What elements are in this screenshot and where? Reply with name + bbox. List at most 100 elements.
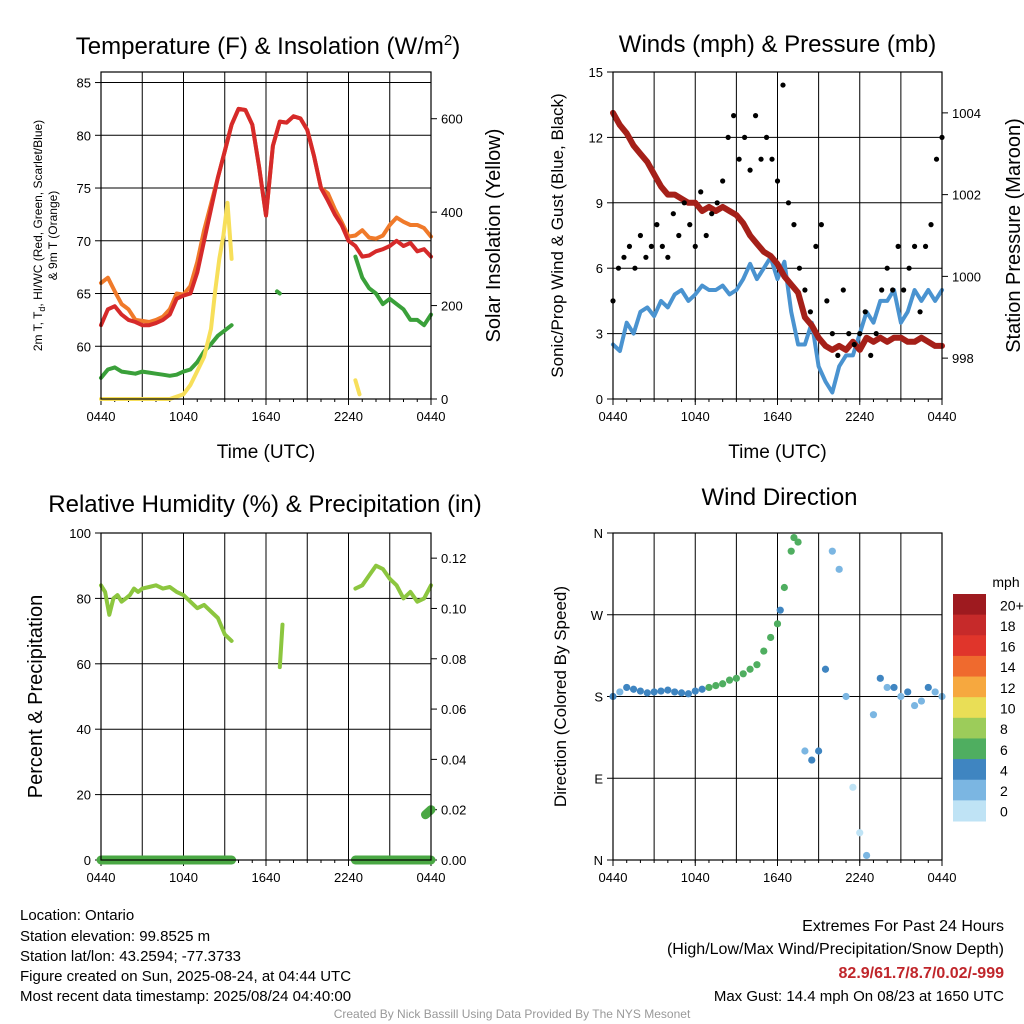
wind-gust-point bbox=[857, 331, 863, 337]
colorbar-swatch bbox=[953, 655, 986, 678]
colorbar-label: 4 bbox=[1000, 762, 1008, 778]
dir-point bbox=[712, 682, 720, 690]
wind-gust-point bbox=[873, 331, 879, 337]
footer-recent: Most recent data timestamp: 2025/08/24 0… bbox=[20, 988, 352, 1005]
wind-gust-point bbox=[654, 222, 660, 228]
dir-point bbox=[890, 683, 898, 692]
wind-gust-point bbox=[763, 134, 770, 140]
temp-xtick-label: 1040 bbox=[169, 409, 198, 424]
rh-series-line bbox=[421, 805, 436, 820]
dir-point bbox=[897, 692, 905, 701]
dir-point bbox=[753, 661, 761, 669]
dir-point bbox=[883, 683, 891, 692]
dir-title: Wind Direction bbox=[701, 484, 857, 511]
colorbar-swatch bbox=[953, 759, 986, 781]
rh-ytick-right-label: 0.12 bbox=[441, 551, 466, 566]
dir-point bbox=[629, 685, 638, 693]
footer-latlon: Station lat/lon: 43.2594; -77.3733 bbox=[20, 948, 242, 965]
wind-xtick-label: 0440 bbox=[599, 409, 628, 424]
dir-point bbox=[616, 688, 624, 696]
wind-gust-point bbox=[736, 156, 742, 162]
dir-point bbox=[732, 674, 740, 682]
wind-gust-point bbox=[676, 232, 682, 239]
wind-gust-point bbox=[901, 287, 907, 293]
colorbar-swatch bbox=[953, 738, 986, 760]
temp-xtick-label: 0440 bbox=[417, 409, 446, 424]
temp-xtick-label: 0440 bbox=[87, 409, 116, 424]
credit-line: Created By Nick Bassill Using Data Provi… bbox=[333, 1007, 691, 1021]
dir-point bbox=[657, 687, 665, 695]
dir-point bbox=[671, 688, 679, 696]
colorbar-swatch bbox=[953, 697, 986, 719]
wind-gust-point bbox=[780, 82, 786, 88]
wind-gust-point bbox=[720, 178, 726, 184]
wind-gust-point bbox=[632, 265, 638, 271]
colorbar-label: 20+ bbox=[1000, 597, 1024, 613]
dir-point bbox=[623, 683, 631, 692]
rh-ytick-label: 60 bbox=[77, 657, 91, 672]
dir-point bbox=[842, 692, 850, 701]
temp-series-line bbox=[353, 254, 433, 328]
wind-gust-point bbox=[846, 331, 852, 337]
wind-gust-point bbox=[774, 178, 781, 184]
dir-point bbox=[636, 687, 645, 695]
wind-ytick-label: 9 bbox=[596, 196, 603, 211]
rh-ytick-label: 0 bbox=[84, 853, 91, 868]
wind-ytick-label: 15 bbox=[589, 65, 603, 80]
dir-point bbox=[760, 647, 768, 655]
wind-gust-point bbox=[796, 265, 803, 271]
wind-gust-point bbox=[621, 254, 627, 260]
dir-point bbox=[869, 711, 878, 719]
footer-location: Location: Ontario bbox=[20, 907, 135, 924]
dir-point bbox=[776, 606, 784, 614]
wind-border bbox=[612, 71, 943, 400]
dir-ytick-label: N bbox=[594, 526, 603, 541]
temp-series-line bbox=[99, 323, 234, 380]
colorbar-swatch bbox=[953, 800, 986, 822]
temp-ylabel-left-line2: & 9m T (Orange) bbox=[46, 191, 60, 281]
dir-point bbox=[801, 747, 809, 755]
temp-ytick-label: 65 bbox=[77, 287, 91, 302]
wind-gust-point bbox=[670, 211, 676, 217]
dir-point bbox=[815, 747, 823, 755]
wind-xtick-label: 1040 bbox=[681, 409, 710, 424]
wind-gust-point bbox=[868, 352, 874, 358]
wind-gust-point bbox=[922, 243, 929, 249]
temp-series-line bbox=[99, 106, 433, 328]
wind-series-line bbox=[611, 255, 944, 395]
rh-series-line bbox=[99, 583, 234, 643]
wind-xlabel: Time (UTC) bbox=[728, 442, 827, 463]
colorbar-label: 2 bbox=[1000, 783, 1008, 799]
wind-ytick-right-label: 1000 bbox=[952, 269, 981, 284]
rh-title: Relative Humidity (%) & Precipitation (i… bbox=[48, 491, 481, 518]
wind-gust-point bbox=[890, 287, 896, 293]
rh-ylabel-left: Percent & Precipitation bbox=[25, 595, 47, 798]
wind-gust-point bbox=[906, 265, 912, 271]
dir-point bbox=[835, 565, 843, 573]
wind-gust-point bbox=[698, 189, 704, 195]
dir-xtick-label: 2240 bbox=[845, 870, 874, 885]
dir-point bbox=[931, 688, 939, 696]
wind-gust-point bbox=[840, 287, 846, 293]
temp-ytick-right-label: 600 bbox=[441, 112, 463, 127]
wind-gust-point bbox=[835, 352, 841, 358]
wind-gust-point bbox=[862, 309, 868, 315]
rh-ytick-right-label: 0.06 bbox=[441, 702, 466, 717]
wind-gust-point bbox=[824, 298, 830, 304]
dir-xtick-label: 0440 bbox=[928, 870, 957, 885]
wind-gust-point bbox=[791, 222, 797, 228]
wind-series-line bbox=[610, 109, 945, 353]
dir-point bbox=[794, 538, 802, 546]
wind-ylabel-left: Sonic/Prop Wind & Gust (Blue, Black) bbox=[548, 93, 567, 377]
colorbar-swatch bbox=[953, 779, 986, 801]
dir-ytick-label: N bbox=[594, 853, 603, 868]
wind-gust-point bbox=[648, 243, 654, 249]
wind-gust-point bbox=[731, 113, 737, 119]
dir-xtick-label: 1040 bbox=[681, 870, 710, 885]
colorbar-label: 18 bbox=[1000, 618, 1016, 634]
wind-xtick-label: 0440 bbox=[928, 409, 957, 424]
wind-gust-point bbox=[659, 243, 665, 249]
wind-title: Winds (mph) & Pressure (mb) bbox=[619, 31, 936, 58]
wind-ytick-label: 0 bbox=[596, 392, 603, 407]
